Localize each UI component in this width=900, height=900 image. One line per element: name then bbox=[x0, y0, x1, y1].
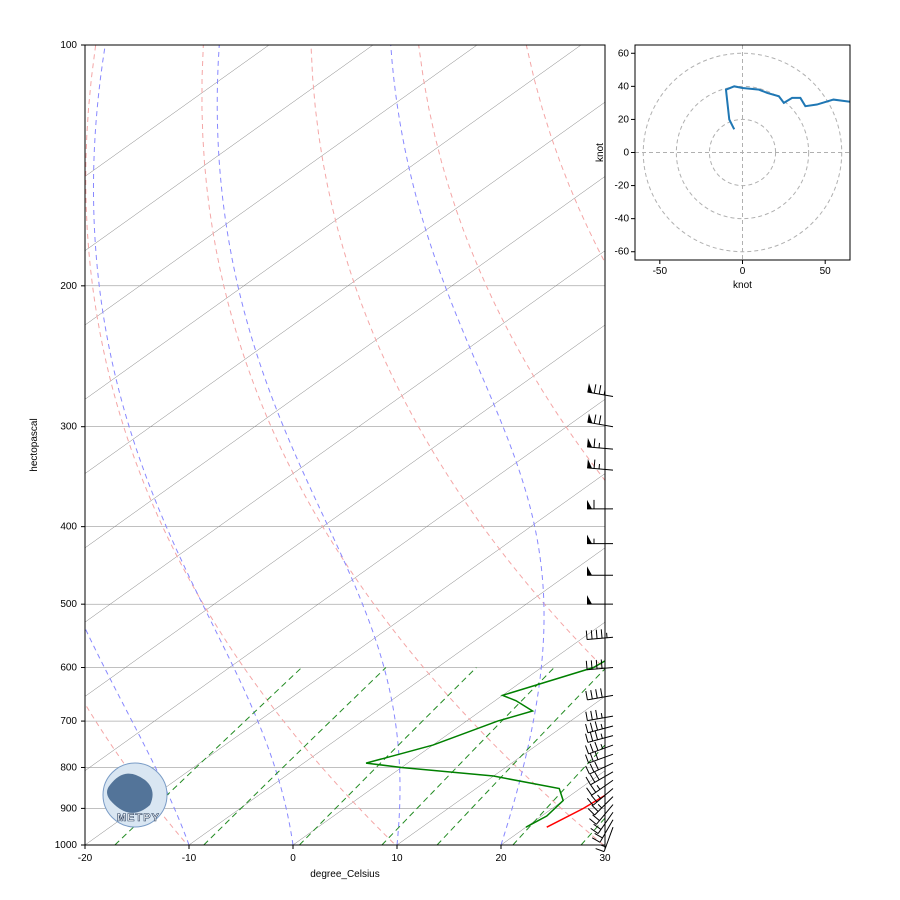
svg-text:40: 40 bbox=[618, 81, 630, 92]
svg-text:600: 600 bbox=[60, 663, 77, 674]
svg-text:10: 10 bbox=[391, 853, 403, 864]
svg-text:20: 20 bbox=[618, 114, 630, 125]
svg-text:hectopascal: hectopascal bbox=[29, 418, 40, 471]
hodograph-plot: -50 0 50 -60 -40 -20 0 20 40 60 knot knot bbox=[595, 45, 858, 291]
svg-text:knot: knot bbox=[733, 280, 752, 291]
svg-text:0: 0 bbox=[290, 853, 296, 864]
svg-text:100: 100 bbox=[60, 40, 77, 51]
svg-text:50: 50 bbox=[820, 266, 832, 277]
svg-text:900: 900 bbox=[60, 803, 77, 814]
svg-text:20: 20 bbox=[495, 853, 507, 864]
chart-svg: -20-100102030100200300400500600700800900… bbox=[0, 0, 900, 900]
svg-text:-10: -10 bbox=[182, 853, 197, 864]
svg-text:200: 200 bbox=[60, 281, 77, 292]
svg-text:degree_Celsius: degree_Celsius bbox=[310, 869, 380, 880]
svg-text:400: 400 bbox=[60, 522, 77, 533]
svg-text:METPY: METPY bbox=[117, 812, 160, 824]
svg-text:1000: 1000 bbox=[55, 840, 78, 851]
svg-text:0: 0 bbox=[623, 148, 629, 159]
svg-text:30: 30 bbox=[599, 853, 611, 864]
svg-text:500: 500 bbox=[60, 599, 77, 610]
svg-text:-50: -50 bbox=[653, 266, 668, 277]
svg-text:-20: -20 bbox=[78, 853, 93, 864]
svg-text:0: 0 bbox=[740, 266, 746, 277]
svg-text:700: 700 bbox=[60, 716, 77, 727]
svg-text:-20: -20 bbox=[615, 181, 630, 192]
svg-text:800: 800 bbox=[60, 762, 77, 773]
skewt-container: -20-100102030100200300400500600700800900… bbox=[0, 0, 900, 900]
svg-text:knot: knot bbox=[595, 143, 606, 162]
svg-text:60: 60 bbox=[618, 48, 630, 59]
svg-text:300: 300 bbox=[60, 422, 77, 433]
svg-text:-60: -60 bbox=[615, 247, 630, 258]
svg-text:-40: -40 bbox=[615, 214, 630, 225]
